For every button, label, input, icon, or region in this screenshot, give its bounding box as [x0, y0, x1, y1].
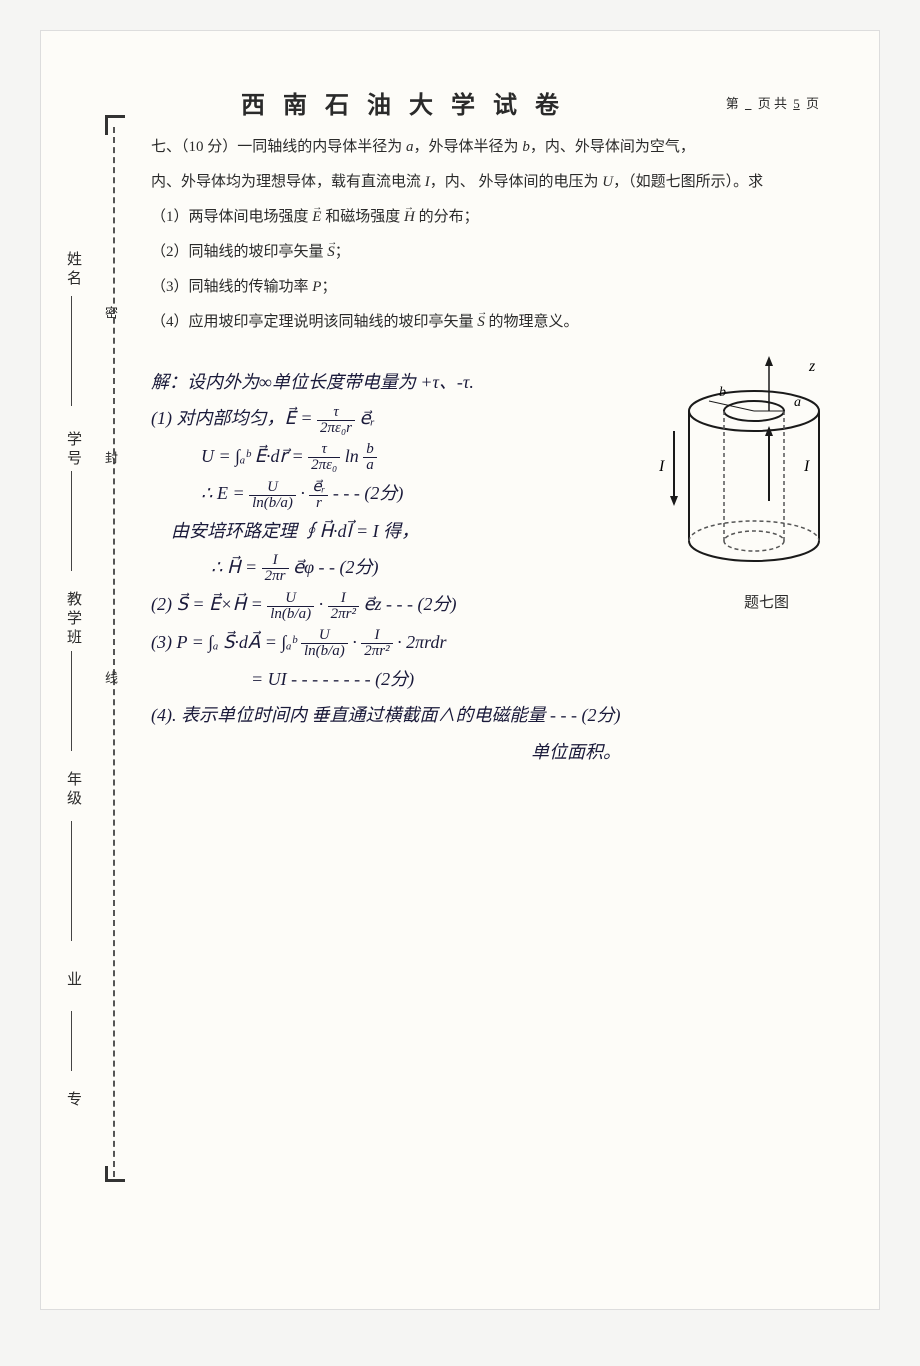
hw-line-11: 单位面积。 [151, 736, 691, 768]
seal-char-xian: 线 [101, 671, 120, 684]
side-line [71, 296, 72, 406]
hw-line-9: = UI - - - - - - - - (2分) [151, 663, 691, 695]
side-label-grade: 年级 [63, 771, 84, 809]
corner-bracket-top [105, 115, 125, 135]
question-content: 七、（10 分）一同轴线的内导体半径为 a，外导体半径为 b，内、外导体间为空气… [151, 131, 851, 341]
seal-char-mi: 密 [101, 306, 120, 319]
side-label-id: 学号 [63, 431, 84, 469]
header-pagenum: 第 页 共 5 页 [726, 93, 819, 112]
dashed-margin [113, 127, 115, 1177]
question-number: 七、 [151, 139, 181, 155]
hw-line-5: 由安培环路定理 ∮H⃗·dl⃗ = I 得， [151, 515, 691, 547]
side-line [71, 821, 72, 941]
diagram-caption: 题七图 [744, 591, 789, 612]
axis-z-label: z [808, 358, 816, 375]
side-line [71, 1011, 72, 1071]
side-line [71, 471, 72, 571]
label-a: a [794, 395, 801, 410]
exam-page: 西南石油大学试卷 第 页 共 5 页 姓名 学号 教学班 年级 业 专 密 封 … [40, 30, 880, 1310]
hw-line-8: (3) P = ∫ₐ S⃗·dA⃗ = ∫ₐᵇ Uln(b/a) · I2πr²… [151, 626, 691, 659]
hw-line-1: 解：设内外为∞单位长度带电量为 +τ、-τ. [151, 366, 691, 398]
side-labels: 姓名 学号 教学班 年级 业 专 [59, 211, 85, 1111]
side-label-name: 姓名 [63, 251, 84, 289]
hw-line-4: ∴ E = Uln(b/a) · e⃗ᵣr - - - (2分) [151, 477, 691, 510]
side-label-ye: 业 [63, 971, 84, 990]
label-I-inner: I [803, 458, 810, 475]
label-b: b [719, 385, 726, 400]
handwritten-solution: 解：设内外为∞单位长度带电量为 +τ、-τ. (1) 对内部均匀，E⃗ = τ2… [151, 366, 691, 772]
side-label-major: 专 [63, 1091, 84, 1110]
header-title: 西南石油大学试卷 [241, 85, 577, 120]
corner-bracket-bottom [105, 1166, 125, 1182]
seal-char-feng: 封 [101, 451, 120, 464]
hw-line-3: U = ∫ₐᵇ E⃗·dr⃗ = τ2πε₀ ln ba [151, 440, 691, 473]
side-label-class: 教学班 [63, 591, 84, 648]
hw-line-6: ∴ H⃗ = I2πr e⃗φ - - (2分) [151, 551, 691, 584]
side-line [71, 651, 72, 751]
hw-line-7: (2) S⃗ = E⃗×H⃗ = Uln(b/a) · I2πr² e⃗z - … [151, 588, 691, 621]
question-points: （10 分） [181, 139, 237, 155]
hw-line-2: (1) 对内部均匀，E⃗ = τ2πε₀r e⃗ᵣ [151, 402, 691, 435]
hw-line-10: (4). 表示单位时间内 垂直通过横截面∧的电磁能量 - - - (2分) [151, 699, 691, 731]
